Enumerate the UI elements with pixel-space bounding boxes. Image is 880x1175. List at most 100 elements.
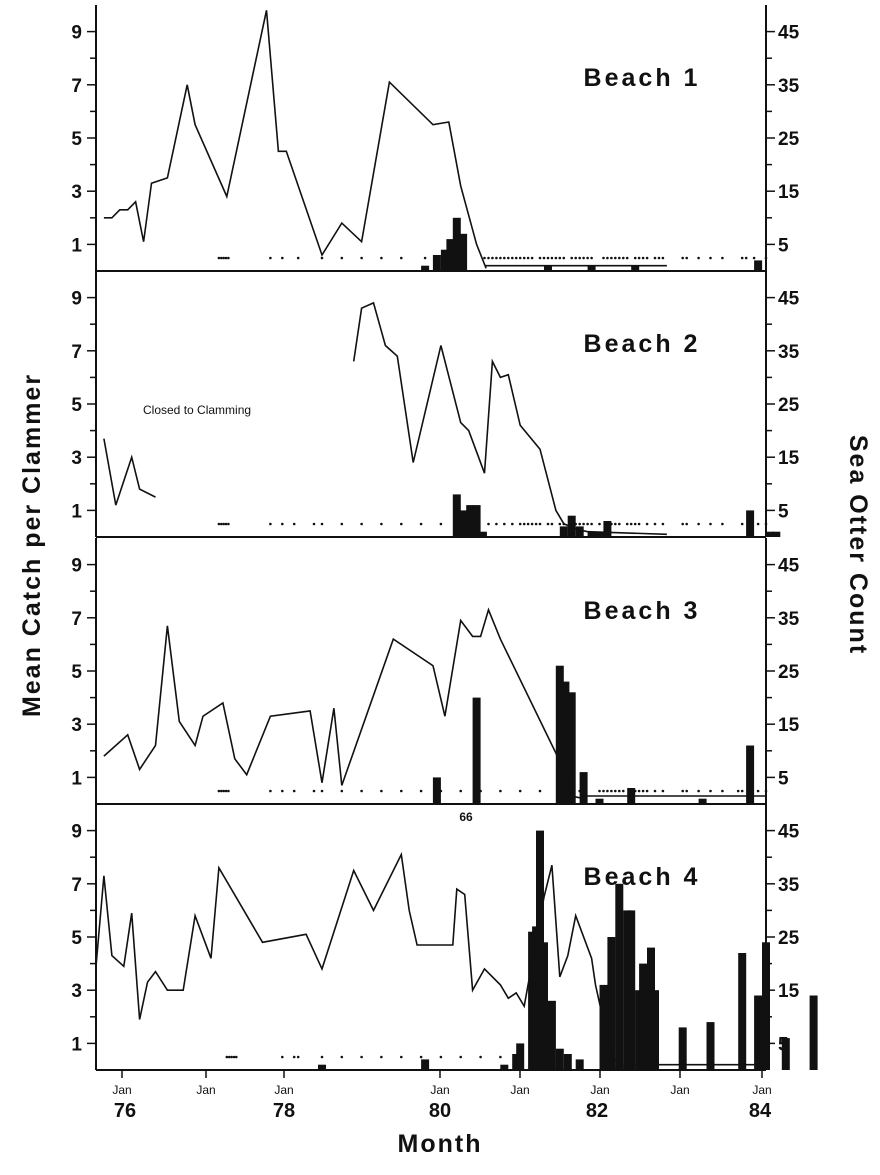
left-tick-label: 7 [71,875,82,896]
otter-count-bar [544,265,552,271]
left-tick-label: 3 [71,448,82,469]
sample-dot [423,256,427,260]
axis-ticks [87,30,775,1078]
otter-count-bar [738,953,747,1070]
right-tick-label: 35 [778,875,800,896]
right-tick-label: 45 [778,822,800,843]
x-month-label: Jan [590,1083,609,1097]
sample-dot [736,789,740,793]
sample-dot [614,256,617,260]
x-month-label: Jan [112,1083,131,1097]
catch-lines [95,10,766,1068]
sample-dot [661,256,665,260]
sample-dot [590,256,593,260]
left-tick-label: 9 [71,556,82,577]
otter-count-bar [706,1022,715,1070]
sample-dot [269,256,272,260]
sample-dot [645,522,649,526]
sample-dot [606,256,609,260]
sample-dot [220,789,223,793]
x-month-label: Jan [274,1083,293,1097]
right-tick-label: 25 [778,129,800,150]
sample-dot [340,522,344,526]
sample-dot [499,789,502,793]
sample-dot [292,789,296,793]
right-tick-label: 15 [778,448,800,469]
sample-dot [227,522,230,526]
otter-count-bar [698,798,707,804]
closure-dots [217,256,768,1059]
right-tick-label: 15 [778,981,800,1002]
sample-dot [618,256,621,260]
otter-count-bar [559,526,568,537]
sample-dot [590,522,593,526]
sample-dot [550,256,554,260]
sample-dot [281,789,284,793]
sample-dot [312,789,316,793]
sample-dot [574,522,577,526]
sample-dot [222,522,225,526]
otter-count-bar [318,1064,326,1070]
sample-dot [740,256,744,260]
left-tick-label: 1 [71,501,82,522]
sample-dot [538,256,542,260]
sample-dot [709,256,712,260]
sample-dot [641,256,645,260]
otter-count-bar [678,1027,687,1070]
left-tick-label: 1 [71,768,82,789]
left-tick-label: 5 [71,129,82,150]
sample-dot [222,256,225,260]
sample-dot [752,256,756,260]
right-tick-label: 15 [778,715,800,736]
right-tick-label: 25 [778,395,800,416]
right-tick-label: 45 [778,23,800,44]
sample-dot [487,522,490,526]
panel-title: Beach 1 [584,64,701,92]
sample-dot [419,1055,423,1059]
right-tick-label: 35 [778,342,800,363]
catch-line [103,607,584,800]
sample-dot [360,1055,363,1059]
otter-count-bar [607,937,616,1070]
sample-dot [582,522,585,526]
otter-bars [318,217,818,1070]
sample-dot [558,522,562,526]
otter-count-bar [459,233,468,271]
sample-dot [697,256,700,260]
left-tick-label: 9 [71,822,82,843]
sample-dot [499,256,502,260]
sample-dot [622,256,625,260]
sample-dot [518,256,522,260]
sample-dot [526,256,530,260]
sample-dot [697,522,700,526]
sample-dot [495,522,498,526]
sample-dot [614,522,617,526]
sample-dot [400,1055,403,1059]
sample-dot [721,789,724,793]
right-tick-label: 5 [778,235,789,256]
otter-count-bar [746,745,755,804]
panel-title: Beach 3 [584,597,701,625]
sample-dot [479,789,482,793]
panel-title: Beach 4 [584,863,701,891]
otter-count-bar [452,494,461,537]
sample-dot [220,522,223,526]
sample-dot [320,1055,324,1059]
y-right-axis-title: Sea Otter Count [844,435,872,655]
sample-dot [661,522,665,526]
left-tick-label: 7 [71,342,82,363]
sample-dot [578,789,581,793]
otter-count-bar [547,1000,556,1070]
sample-dot [217,522,221,526]
sample-dot [224,522,228,526]
sample-dot [227,256,230,260]
sample-dot [269,522,272,526]
sample-dot [637,522,641,526]
sample-dot [400,789,403,793]
x-month-label: Jan [670,1083,689,1097]
right-tick-label: 5 [778,1034,789,1055]
sample-dot [232,1055,236,1059]
sample-dot [685,256,688,260]
left-tick-label: 3 [71,981,82,1002]
sample-dot [685,522,688,526]
